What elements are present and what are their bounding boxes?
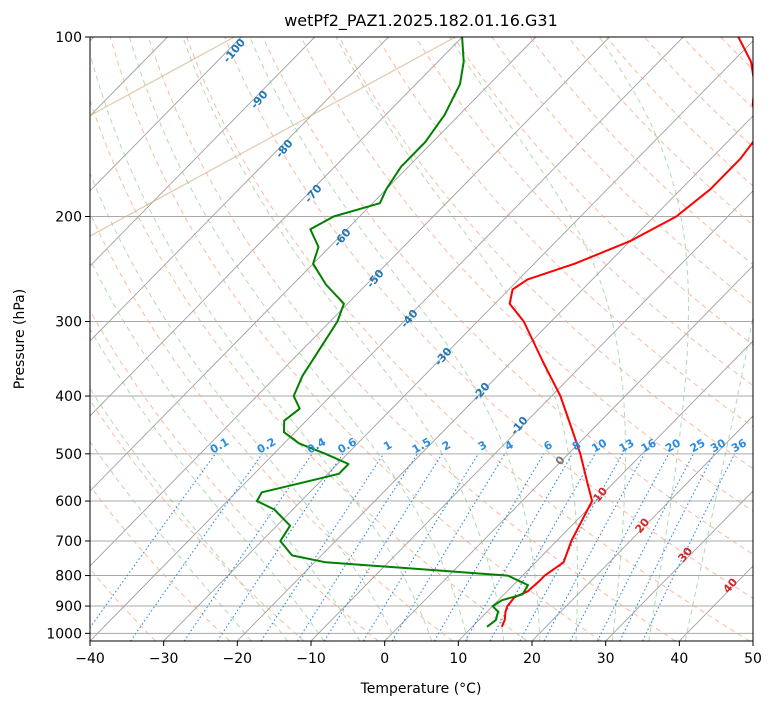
dry-adiabat-line (90, 98, 528, 641)
y-tick-label: 100 (55, 30, 82, 46)
isotherm-line (384, 265, 753, 641)
mixing-ratio-line (183, 453, 313, 641)
isotherm-line (605, 490, 753, 641)
isotherm-line (90, 37, 316, 267)
mixing-ratio-line (260, 453, 385, 641)
mixing-ratio-line (130, 453, 263, 641)
moist-adiabat-line (90, 387, 288, 641)
mixing-ratio-line (297, 453, 418, 641)
chart-title: wetPf2_PAZ1.2025.182.01.16.G31 (284, 11, 558, 31)
y-tick-label: 800 (55, 569, 82, 585)
x-tick-label: 30 (597, 651, 615, 667)
dry-adiabat-line (90, 211, 453, 641)
isotherm-line (90, 37, 684, 641)
isotherm-line (531, 415, 753, 641)
moist-adiabat-line (449, 37, 626, 641)
mixing-ratio-line (519, 453, 623, 641)
y-axis-label: Pressure (hPa) (12, 289, 28, 389)
x-tick-label: 20 (523, 651, 541, 667)
mixing-ratio-line (90, 453, 216, 629)
y-tick-label: 600 (55, 494, 82, 510)
mixing-ratio-line (464, 453, 573, 641)
moist-adiabat-line (182, 37, 505, 641)
dry-adiabat-line (90, 309, 379, 641)
x-tick-label: 50 (744, 651, 762, 667)
isotherm-line (90, 37, 242, 192)
mixing-ratio-line (433, 453, 545, 641)
mixing-ratio-line (216, 453, 344, 641)
moist-adiabat-line (90, 327, 325, 641)
y-tick-label: 900 (55, 599, 82, 615)
dry-adiabat-line (262, 37, 753, 555)
tick-layer: −40 −30 −20 −10 0 10 20 30 40 50 1000 900 800 700 600 5… (46, 30, 762, 667)
x-tick-label: −40 (75, 651, 105, 667)
x-axis-label: Temperature (°C) (360, 681, 482, 697)
dry-adiabat-line (224, 37, 753, 599)
dry-adiabat-line (376, 37, 753, 428)
isotherm-line (237, 115, 753, 641)
x-tick-label: −10 (296, 651, 326, 667)
x-tick-label: 10 (449, 651, 467, 667)
mixing-ratio-line (543, 453, 645, 641)
isotherm-line (458, 340, 753, 641)
dry-adiabat-line (300, 37, 753, 512)
y-tick-label: 400 (55, 389, 82, 405)
moist-adiabat-line (90, 172, 397, 641)
x-tick-label: 40 (670, 651, 688, 667)
dry-adiabat-line (90, 568, 156, 641)
isotherm-line (90, 37, 463, 417)
plot-frame (89, 36, 754, 642)
dry-adiabat-line (338, 37, 753, 470)
moist-adiabat-line (335, 37, 578, 641)
dry-adiabat-line (90, 399, 305, 641)
x-tick-label: −20 (223, 651, 253, 667)
x-tick-label: −30 (149, 651, 179, 667)
grid-layer (90, 37, 753, 641)
dry-adiabat-line (109, 37, 602, 641)
y-tick-label: 200 (55, 210, 82, 226)
isotherm-line (90, 37, 389, 342)
y-tick-label: 1000 (46, 626, 82, 642)
isotherm-line (90, 37, 537, 492)
y-tick-label: 700 (55, 534, 82, 550)
temperature-profile-line (500, 37, 753, 628)
dewpoint-profile-line (255, 37, 529, 628)
series-layer (255, 37, 753, 628)
isotherm-line (310, 190, 753, 641)
moist-adiabat-line (249, 37, 541, 641)
dry-adiabat-line (491, 37, 753, 306)
moist-adiabat-line (90, 51, 433, 641)
mixing-ratio-line (391, 453, 506, 641)
moist-adiabat-line (598, 37, 689, 641)
y-tick-label: 300 (55, 315, 82, 331)
mixing-ratio-line (642, 453, 736, 641)
x-tick-label: 0 (380, 651, 389, 667)
y-tick-label: 500 (55, 447, 82, 463)
moist-adiabat-line (90, 440, 252, 641)
isotherm-line (90, 37, 610, 567)
dry-adiabat-line (147, 37, 676, 641)
